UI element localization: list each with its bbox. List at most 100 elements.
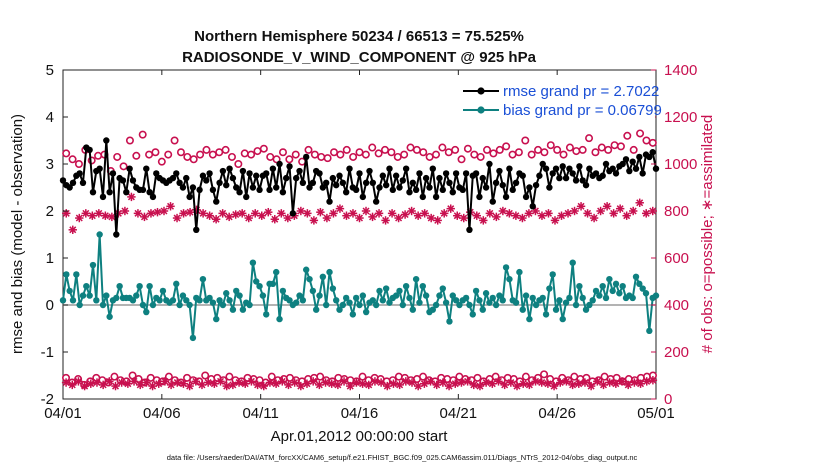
assimilated-obs-marker xyxy=(549,381,559,391)
asterisk-stroke xyxy=(142,379,150,387)
rmse-point xyxy=(289,210,297,217)
bias-point xyxy=(79,292,87,299)
asterisk-stroke xyxy=(334,381,342,389)
assimilated-obs-marker xyxy=(593,377,602,386)
asterisk-stroke xyxy=(371,377,379,385)
rmse-point xyxy=(279,189,287,196)
assimilated-obs-marker xyxy=(463,377,472,386)
possible-obs-marker xyxy=(227,152,236,161)
rmse-point xyxy=(399,177,407,184)
y-tick-label: 5 xyxy=(46,62,54,79)
assimilated-obs-marker xyxy=(198,209,208,218)
assimilated-obs-marker xyxy=(602,202,612,211)
rmse-point xyxy=(559,163,566,170)
rmse-point xyxy=(396,184,403,191)
assimilated-obs-marker xyxy=(329,209,338,218)
asterisk-stroke xyxy=(199,209,207,217)
rmse-point xyxy=(342,189,350,196)
bias-point xyxy=(512,299,520,306)
rmse-point xyxy=(226,165,233,172)
bias-point xyxy=(73,271,80,278)
rmse-point xyxy=(379,172,387,179)
assimilated-obs-marker xyxy=(628,206,638,216)
bias-point xyxy=(106,313,113,320)
rmse-point xyxy=(249,184,257,191)
asterisk-stroke xyxy=(519,380,527,388)
rmse-point xyxy=(576,163,583,170)
assimilated-obs-marker xyxy=(630,378,639,387)
assimilated-obs-marker xyxy=(173,378,182,387)
asterisk-stroke xyxy=(69,226,77,234)
asterisk-stroke xyxy=(439,379,447,387)
bias-point xyxy=(219,301,227,309)
rmse-point xyxy=(639,170,646,177)
asterisk-stroke xyxy=(473,212,481,220)
asterisk-stroke xyxy=(569,381,577,389)
possible-obs-marker xyxy=(540,148,549,157)
assimilated-obs-marker xyxy=(642,377,651,386)
assimilated-obs-marker xyxy=(247,377,256,386)
rmse-point xyxy=(369,179,377,186)
assimilated-obs-marker xyxy=(160,377,170,386)
rmse-point xyxy=(352,186,360,194)
assimilated-obs-marker xyxy=(642,209,651,218)
asterisk-stroke xyxy=(389,380,397,388)
asterisk-stroke xyxy=(499,207,507,215)
rmse-point xyxy=(79,179,87,186)
bias-point xyxy=(296,292,303,299)
rmse-point xyxy=(612,170,620,177)
bias-point xyxy=(236,292,243,299)
possible-obs-marker xyxy=(201,371,210,380)
rmse-point xyxy=(472,170,480,177)
rmse-point xyxy=(293,174,300,182)
asterisk-stroke xyxy=(82,209,90,217)
asterisk-stroke xyxy=(284,214,292,222)
assimilated-obs-marker xyxy=(251,209,260,218)
assimilated-obs-marker xyxy=(333,380,343,390)
bias-point xyxy=(452,297,460,304)
rmse-point xyxy=(646,153,653,161)
x-axis-label: Apr.01,2012 00:00:00 start xyxy=(271,428,449,445)
rmse-point xyxy=(269,165,277,172)
assimilated-obs-marker xyxy=(453,211,462,220)
rmse-point xyxy=(526,184,533,191)
assimilated-obs-marker xyxy=(586,381,596,391)
asterisk-stroke xyxy=(505,209,513,217)
assimilated-obs-marker xyxy=(518,213,527,223)
bias-point xyxy=(139,301,147,309)
possible-obs-marker xyxy=(473,373,482,382)
assimilated-obs-marker xyxy=(511,211,521,220)
assimilated-obs-marker xyxy=(617,377,627,386)
assimilated-obs-marker xyxy=(485,209,495,218)
rmse-point xyxy=(296,167,303,175)
assimilated-obs-marker xyxy=(224,212,234,222)
asterisk-stroke xyxy=(303,209,311,217)
asterisk-stroke xyxy=(629,207,637,215)
rmse-point xyxy=(199,172,207,179)
rmse-point xyxy=(376,184,383,191)
bias-point xyxy=(213,315,220,323)
x-tick-label: 04/11 xyxy=(242,405,278,422)
bias-point xyxy=(516,268,523,276)
assimilated-obs-marker xyxy=(395,380,404,390)
bias-point xyxy=(439,285,446,292)
bias-point xyxy=(396,287,403,295)
rmse-point xyxy=(649,149,656,156)
bias-point xyxy=(539,294,546,302)
rmse-point xyxy=(119,177,127,184)
rmse-point xyxy=(173,170,180,177)
assimilated-obs-marker xyxy=(257,211,266,220)
assimilated-obs-marker xyxy=(120,206,130,216)
bias-point xyxy=(263,311,270,318)
bias-point xyxy=(629,294,636,302)
asterisk-stroke xyxy=(232,211,240,219)
assimilated-obs-marker xyxy=(518,379,528,388)
assimilated-obs-marker xyxy=(68,225,77,234)
asterisk-stroke xyxy=(414,212,422,220)
possible-obs-marker xyxy=(170,136,179,145)
possible-obs-marker xyxy=(648,138,657,147)
bias-point xyxy=(372,301,380,309)
possible-obs-marker xyxy=(489,149,498,158)
rmse-point xyxy=(539,160,546,168)
